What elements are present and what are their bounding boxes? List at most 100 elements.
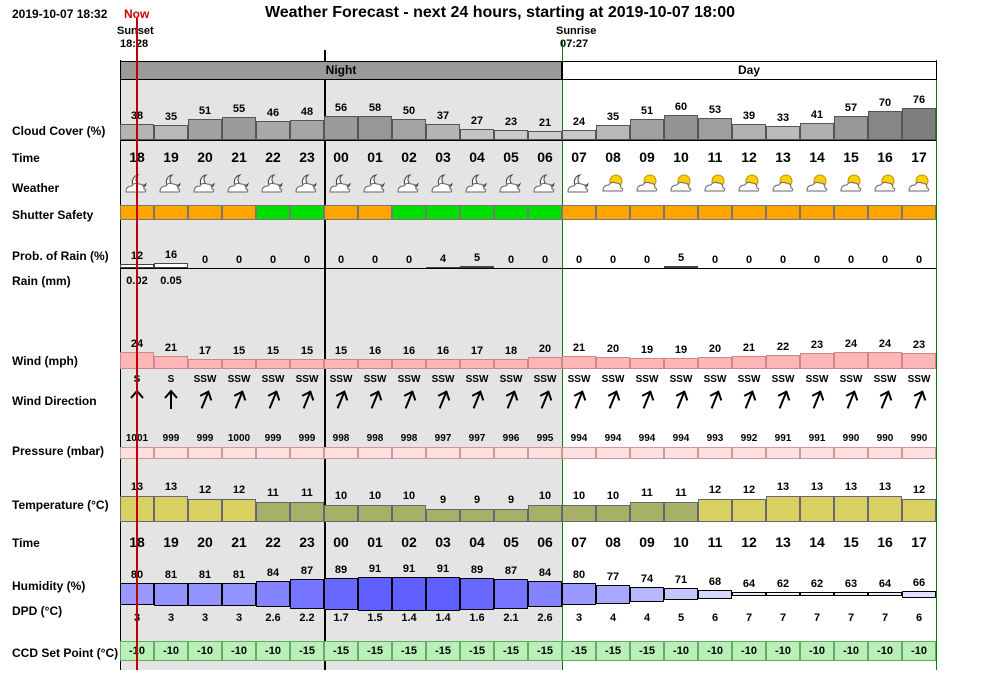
shutter-cell: [222, 205, 256, 220]
dpd-value: 1.7: [333, 612, 349, 624]
cloud-value: 41: [810, 109, 824, 121]
label-temperature: Temperature (°C): [12, 498, 109, 512]
rain-baseline: [120, 268, 936, 269]
cloud-sun-icon: [602, 174, 624, 192]
dpd-value: 2.1: [503, 612, 519, 624]
wind-direction-value: SSW: [465, 374, 489, 385]
humidity-bar: [426, 577, 460, 611]
cloud-bar: [188, 119, 222, 140]
wind-direction-value: SSW: [295, 374, 319, 385]
wind-direction-value: SSW: [839, 374, 863, 385]
cloud-sun-icon: [806, 174, 828, 192]
wind-value: 20: [708, 343, 722, 355]
temperature-value: 13: [810, 481, 824, 493]
wind-bar: [732, 356, 766, 369]
pressure-value: 994: [638, 433, 656, 444]
wind-direction-value: SSW: [499, 374, 523, 385]
ccd-value: -15: [401, 645, 417, 657]
wind-arrow-icon: [301, 390, 315, 409]
cloud-bar: [630, 119, 664, 140]
wind-bar: [460, 359, 494, 369]
cloud-bar: [596, 125, 630, 140]
hour-label-bottom: 08: [605, 534, 621, 550]
sunset-time: 18:28: [120, 38, 149, 50]
wind-arrow-icon: [777, 390, 791, 409]
hour-label: 07: [571, 149, 587, 165]
cloud-sun-icon: [738, 174, 760, 192]
temperature-bar: [732, 499, 766, 522]
wind-direction-value: SSW: [737, 374, 761, 385]
wind-arrow-icon: [743, 390, 757, 409]
cloud-value: 70: [878, 97, 892, 109]
humidity-bar: [664, 588, 698, 600]
dpd-value: 2.6: [265, 612, 281, 624]
shutter-cell: [902, 205, 936, 220]
shutter-cell: [698, 205, 732, 220]
shutter-cell: [562, 205, 596, 220]
sunset-label: Sunset: [117, 25, 154, 37]
humidity-value: 91: [368, 563, 382, 575]
temperature-bar: [426, 509, 460, 522]
wind-arrow-icon: [233, 390, 247, 409]
wind-value: 16: [368, 345, 382, 357]
chart-title: Weather Forecast - next 24 hours, starti…: [264, 4, 736, 21]
cloud-value: 51: [198, 105, 212, 117]
wind-bar: [392, 359, 426, 369]
ccd-cell: [800, 641, 834, 661]
cloud-baseline: [120, 140, 936, 141]
pressure-value: 990: [876, 433, 894, 444]
ccd-cell: [494, 641, 528, 661]
temperature-bar: [528, 505, 562, 522]
pressure-bar: [494, 447, 528, 459]
hour-label: 17: [911, 149, 927, 165]
cloud-bar: [222, 117, 256, 140]
pressure-bar: [188, 447, 222, 459]
hour-label-bottom: 09: [639, 534, 655, 550]
pressure-value: 997: [468, 433, 486, 444]
rain-probability-value: 0: [915, 254, 923, 266]
wind-bar: [494, 359, 528, 369]
humidity-value: 80: [572, 569, 586, 581]
cloud-value: 35: [606, 111, 620, 123]
temperature-bar: [494, 509, 528, 522]
ccd-value: -10: [265, 645, 281, 657]
hour-label: 00: [333, 149, 349, 165]
ccd-cell: [732, 641, 766, 661]
pressure-value: 999: [264, 433, 282, 444]
rain-probability-value: 0: [575, 254, 583, 266]
humidity-bar: [460, 578, 494, 610]
rain-probability-value: 0: [847, 254, 855, 266]
shutter-cell: [358, 205, 392, 220]
humidity-value: 89: [470, 564, 484, 576]
cloud-bar: [902, 108, 936, 140]
dpd-value: 3: [575, 612, 583, 624]
wind-bar: [698, 357, 732, 369]
temperature-bar: [834, 496, 868, 522]
humidity-value: 81: [198, 568, 212, 581]
hour-label: 05: [503, 149, 519, 165]
ccd-cell: [834, 641, 868, 661]
dpd-value: 6: [711, 612, 719, 624]
pressure-value: 990: [842, 433, 860, 444]
temperature-value: 9: [507, 494, 515, 506]
rain-probability-value: 0: [711, 254, 719, 266]
cloud-moon-icon: [397, 174, 420, 193]
hour-label: 09: [639, 149, 655, 165]
ccd-cell: [392, 641, 426, 661]
dpd-value: 2.2: [299, 612, 315, 624]
temperature-bar: [698, 499, 732, 522]
temperature-value: 12: [232, 484, 246, 496]
cloud-sun-icon: [874, 174, 896, 192]
label-ccd-set-point: CCD Set Point (°C): [12, 646, 119, 660]
pressure-bar: [358, 447, 392, 459]
cloud-sun-icon: [908, 174, 930, 192]
hour-label: 22: [265, 149, 281, 165]
temperature-value: 10: [538, 490, 552, 502]
ccd-value: -10: [775, 645, 791, 657]
wind-direction-value: SSW: [805, 374, 829, 385]
pressure-bar: [800, 447, 834, 459]
pressure-value: 994: [672, 433, 690, 444]
humidity-value: 63: [844, 578, 858, 590]
shutter-cell: [460, 205, 494, 220]
shutter-cell: [630, 205, 664, 220]
